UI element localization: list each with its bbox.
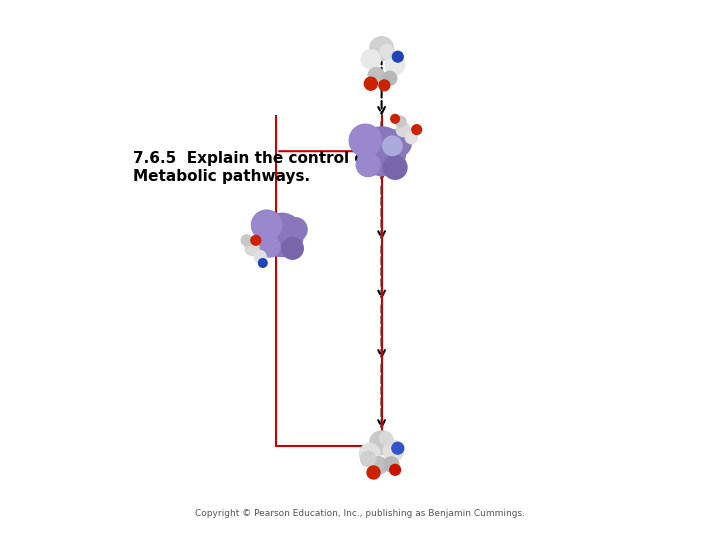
Circle shape bbox=[357, 127, 406, 176]
Circle shape bbox=[260, 237, 280, 257]
Circle shape bbox=[392, 442, 404, 454]
Circle shape bbox=[251, 235, 261, 245]
Circle shape bbox=[282, 238, 303, 259]
Circle shape bbox=[367, 466, 380, 479]
Text: 7.6.5  Explain the control of
Metabolic pathways.: 7.6.5 Explain the control of Metabolic p… bbox=[133, 151, 372, 184]
Circle shape bbox=[241, 235, 252, 246]
Circle shape bbox=[361, 451, 376, 467]
Circle shape bbox=[359, 443, 380, 464]
Circle shape bbox=[412, 125, 422, 134]
Circle shape bbox=[380, 44, 394, 58]
Circle shape bbox=[384, 130, 411, 157]
Text: Copyright © Pearson Education, Inc., publishing as Benjamin Cummings.: Copyright © Pearson Education, Inc., pub… bbox=[195, 509, 525, 518]
Circle shape bbox=[251, 210, 282, 240]
Circle shape bbox=[356, 153, 380, 177]
Circle shape bbox=[383, 136, 402, 156]
Circle shape bbox=[370, 457, 387, 474]
Circle shape bbox=[390, 464, 400, 475]
Circle shape bbox=[260, 213, 303, 256]
Circle shape bbox=[370, 37, 394, 60]
Circle shape bbox=[245, 241, 259, 255]
Circle shape bbox=[364, 77, 377, 90]
Circle shape bbox=[384, 457, 399, 472]
Circle shape bbox=[254, 251, 266, 262]
Circle shape bbox=[379, 432, 392, 445]
Circle shape bbox=[383, 71, 397, 85]
Circle shape bbox=[349, 124, 382, 157]
Circle shape bbox=[405, 132, 418, 144]
Circle shape bbox=[368, 68, 384, 84]
Circle shape bbox=[361, 50, 380, 69]
Circle shape bbox=[383, 156, 407, 179]
Circle shape bbox=[370, 431, 394, 455]
Circle shape bbox=[391, 114, 400, 123]
Circle shape bbox=[258, 259, 267, 267]
Circle shape bbox=[383, 441, 404, 461]
Circle shape bbox=[379, 80, 390, 91]
Circle shape bbox=[396, 123, 410, 137]
Circle shape bbox=[284, 218, 307, 241]
Circle shape bbox=[392, 51, 403, 62]
Circle shape bbox=[385, 55, 405, 75]
Circle shape bbox=[395, 116, 406, 127]
